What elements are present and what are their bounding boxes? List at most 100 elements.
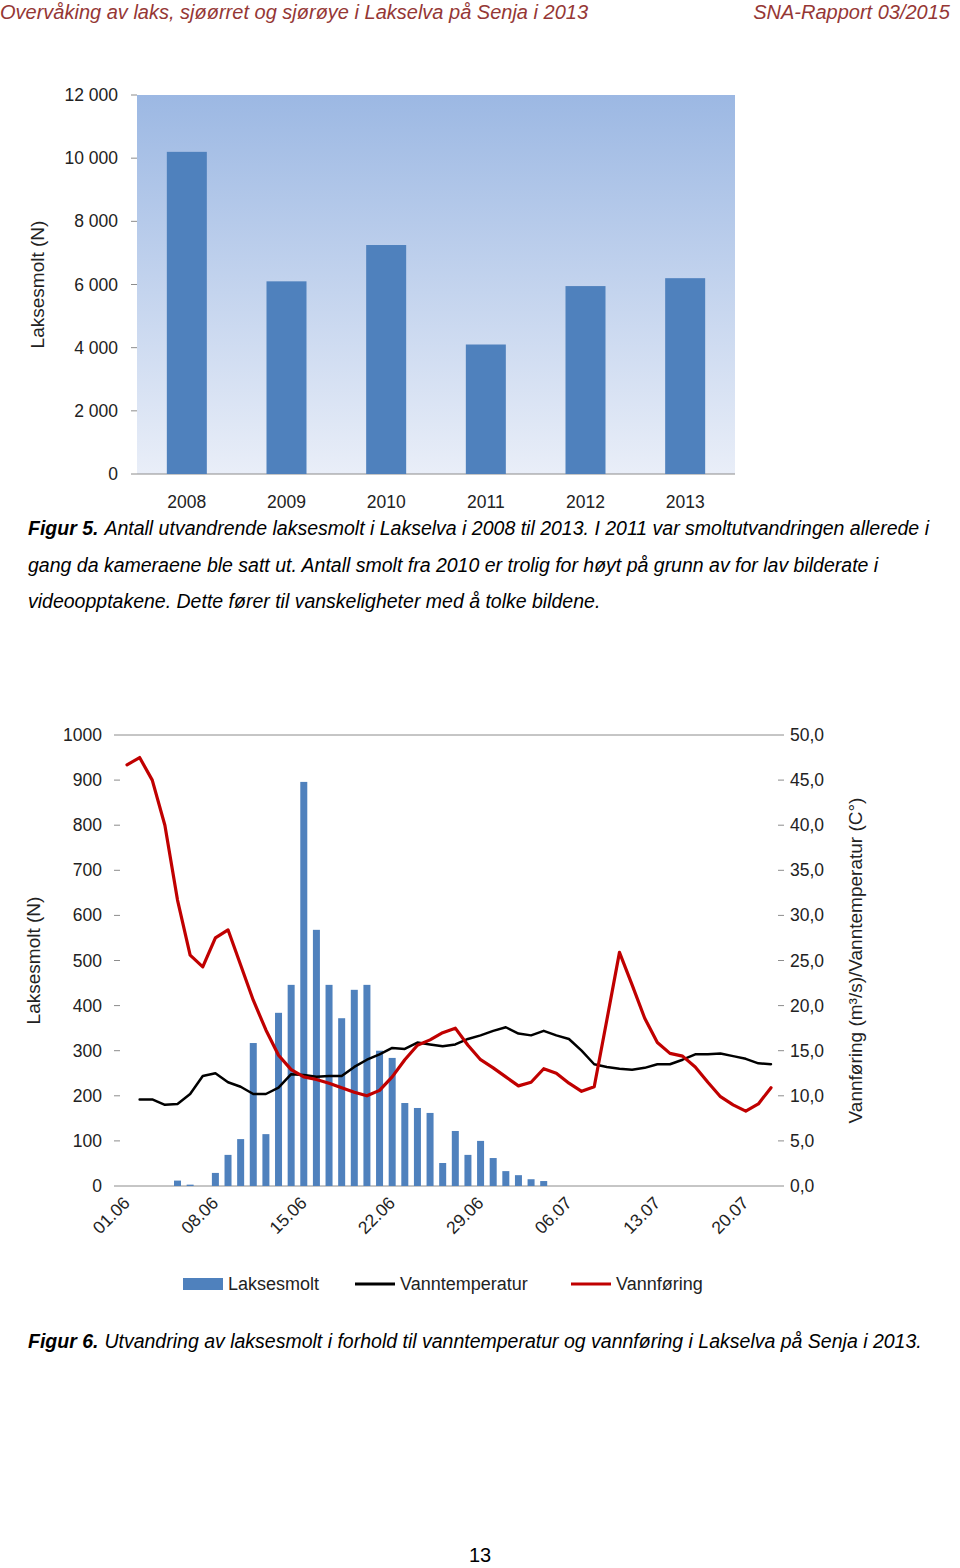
bar bbox=[666, 1186, 673, 1187]
bar bbox=[755, 1186, 762, 1187]
y-tick-label: 4 000 bbox=[74, 338, 118, 358]
legend-swatch bbox=[571, 1283, 611, 1286]
bar bbox=[540, 1181, 547, 1186]
legend-label: Vanntemperatur bbox=[400, 1274, 528, 1294]
bar bbox=[629, 1186, 636, 1187]
y-tick bbox=[114, 1140, 120, 1141]
bar bbox=[136, 1186, 143, 1187]
bar bbox=[466, 345, 506, 474]
y-tick-label: 0 bbox=[108, 464, 118, 484]
x-tick-label: 2011 bbox=[467, 492, 505, 512]
bar bbox=[338, 1018, 345, 1186]
y2-tick-label: 10,0 bbox=[790, 1086, 824, 1106]
y-tick-label: 10 000 bbox=[64, 148, 118, 168]
bar bbox=[704, 1186, 711, 1187]
y2-tick bbox=[778, 780, 784, 781]
y-tick bbox=[114, 825, 120, 826]
header-left: Overvåking av laks, sjøørret og sjørøye … bbox=[0, 0, 588, 24]
bar bbox=[665, 278, 705, 474]
x-tick-label: 22.06 bbox=[354, 1193, 399, 1238]
y2-tick bbox=[778, 870, 784, 871]
bar bbox=[187, 1185, 194, 1186]
bar bbox=[225, 1155, 232, 1186]
bar bbox=[679, 1186, 686, 1187]
y-tick-label: 800 bbox=[73, 815, 102, 835]
y-tick bbox=[131, 474, 137, 475]
line bbox=[127, 758, 771, 1112]
y-tick-label: 1000 bbox=[63, 725, 102, 745]
bar bbox=[262, 1134, 269, 1186]
y2-tick bbox=[778, 1186, 784, 1187]
bar bbox=[275, 1013, 282, 1186]
y-tick bbox=[131, 158, 137, 159]
legend-swatch bbox=[355, 1283, 395, 1286]
y2-tick-label: 5,0 bbox=[790, 1131, 815, 1151]
y-tick bbox=[114, 780, 120, 781]
y2-tick-label: 20,0 bbox=[790, 996, 824, 1016]
y-tick-label: 500 bbox=[73, 951, 102, 971]
y2-tick-label: 50,0 bbox=[790, 725, 824, 745]
bar bbox=[124, 1186, 131, 1187]
bar bbox=[401, 1103, 408, 1186]
bar bbox=[174, 1181, 181, 1186]
bar bbox=[616, 1186, 623, 1187]
legend-swatch bbox=[183, 1278, 223, 1290]
y-tick bbox=[114, 960, 120, 961]
chart: 010020030040050060070080090010000,05,010… bbox=[23, 725, 866, 1294]
bar bbox=[578, 1186, 585, 1187]
y-tick-label: 2 000 bbox=[74, 401, 118, 421]
y2-tick bbox=[778, 1140, 784, 1141]
bar bbox=[363, 985, 370, 1186]
bar bbox=[654, 1186, 661, 1187]
y2-tick-label: 35,0 bbox=[790, 860, 824, 880]
bar bbox=[288, 985, 295, 1186]
y2-tick-label: 15,0 bbox=[790, 1041, 824, 1061]
x-tick-label: 2008 bbox=[167, 492, 206, 512]
bar bbox=[427, 1113, 434, 1186]
y-tick bbox=[131, 95, 137, 96]
x-tick-label: 13.07 bbox=[619, 1193, 664, 1238]
x-tick-label: 29.06 bbox=[442, 1193, 487, 1238]
legend-label: Laksesmolt bbox=[228, 1274, 319, 1294]
bar bbox=[565, 1186, 572, 1187]
x-tick-label: 06.07 bbox=[531, 1193, 576, 1238]
caption-text: Antall utvandrende laksesmolt i Lakselva… bbox=[28, 517, 929, 612]
y-tick-label: 300 bbox=[73, 1041, 102, 1061]
x-tick-label: 01.06 bbox=[89, 1193, 134, 1238]
x-tick-label: 15.06 bbox=[266, 1193, 311, 1238]
bar bbox=[591, 1186, 598, 1187]
y2-tick bbox=[778, 1005, 784, 1006]
marks bbox=[167, 152, 705, 474]
bar bbox=[768, 1186, 775, 1187]
y-tick-label: 8 000 bbox=[74, 211, 118, 231]
bar bbox=[149, 1186, 156, 1187]
y-tick bbox=[131, 347, 137, 348]
bar bbox=[692, 1186, 699, 1187]
y2-tick bbox=[778, 1095, 784, 1096]
y-tick-label: 6 000 bbox=[74, 275, 118, 295]
x-axis bbox=[137, 474, 735, 475]
bar bbox=[212, 1173, 219, 1186]
bar bbox=[250, 1043, 257, 1186]
x-tick-label: 20.07 bbox=[707, 1193, 752, 1238]
bar bbox=[366, 245, 406, 474]
y2-tick-label: 30,0 bbox=[790, 905, 824, 925]
bar bbox=[490, 1158, 497, 1186]
bar bbox=[351, 990, 358, 1186]
y-tick-label: 700 bbox=[73, 860, 102, 880]
bar bbox=[641, 1186, 648, 1187]
x-tick-label: 2009 bbox=[267, 492, 306, 512]
bar bbox=[730, 1186, 737, 1187]
y-tick-label: 100 bbox=[73, 1131, 102, 1151]
plot-top bbox=[120, 735, 778, 736]
caption-label: Figur 5. bbox=[28, 517, 98, 539]
y-tick bbox=[114, 1050, 120, 1051]
bar bbox=[477, 1141, 484, 1186]
caption: Figur 6.Utvandring av laksesmolt i forho… bbox=[28, 1323, 958, 1360]
y2-tick bbox=[778, 915, 784, 916]
bar bbox=[528, 1179, 535, 1186]
y-tick-label: 900 bbox=[73, 770, 102, 790]
bar bbox=[515, 1175, 522, 1186]
bar bbox=[553, 1186, 560, 1187]
line bbox=[140, 1027, 771, 1105]
